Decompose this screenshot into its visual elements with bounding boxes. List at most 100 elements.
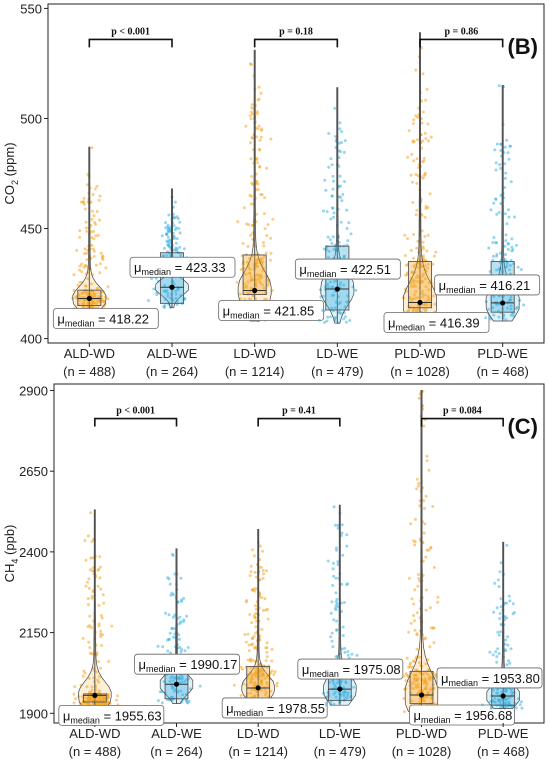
- data-point: [95, 263, 98, 267]
- data-point: [275, 681, 279, 685]
- data-point: [423, 679, 426, 683]
- data-point: [106, 285, 110, 289]
- median-annotation: μmedian = 416.21: [434, 274, 541, 296]
- data-point: [515, 243, 518, 247]
- bracket-line: [420, 417, 504, 427]
- y-tick-label: 1900: [19, 706, 48, 721]
- data-point: [84, 584, 88, 588]
- data-point: [407, 129, 411, 133]
- y-label-sub: 2: [10, 180, 20, 185]
- data-point: [494, 168, 498, 172]
- data-point: [345, 227, 349, 230]
- category-pld-wd: PLD-WD(n = 1028)μmedian = 416.39: [383, 32, 490, 379]
- data-point: [254, 604, 258, 608]
- data-point: [433, 302, 437, 306]
- data-point: [97, 695, 101, 699]
- data-point: [178, 645, 182, 649]
- data-point: [249, 157, 253, 161]
- data-point: [403, 233, 407, 237]
- data-point: [424, 671, 428, 675]
- data-point: [259, 682, 263, 686]
- x-tick-count: (n = 479): [311, 364, 363, 379]
- data-point: [410, 270, 414, 274]
- data-point: [178, 220, 182, 224]
- data-point: [424, 636, 427, 640]
- data-point: [414, 213, 418, 217]
- data-point: [412, 122, 415, 125]
- data-point: [514, 706, 518, 710]
- data-point: [507, 208, 510, 212]
- data-point: [253, 589, 257, 593]
- data-point: [404, 679, 408, 683]
- data-point: [265, 641, 269, 645]
- data-point: [504, 690, 508, 694]
- data-point: [78, 264, 82, 268]
- data-point: [91, 556, 95, 560]
- data-point: [166, 294, 170, 298]
- data-point: [164, 221, 167, 225]
- data-point: [345, 533, 349, 537]
- data-point: [262, 286, 266, 290]
- data-point: [249, 141, 252, 145]
- data-point: [249, 691, 253, 695]
- data-point: [498, 617, 502, 620]
- category-ld-wd: LD-WD(n = 1214)μmedian = 421.85: [218, 49, 325, 379]
- data-point: [341, 553, 345, 557]
- data-point: [504, 318, 508, 322]
- data-point: [251, 548, 254, 552]
- data-point: [264, 251, 268, 255]
- data-point: [93, 187, 97, 191]
- data-point: [168, 582, 172, 586]
- data-point: [80, 262, 84, 266]
- data-point: [339, 281, 343, 285]
- data-point: [424, 285, 428, 289]
- data-point: [250, 103, 254, 107]
- data-point: [95, 670, 99, 674]
- data-point: [255, 259, 258, 262]
- data-point: [244, 285, 248, 289]
- data-point: [515, 305, 519, 309]
- data-point: [239, 268, 243, 271]
- data-point: [422, 531, 426, 535]
- data-point: [90, 217, 94, 221]
- data-point: [348, 319, 352, 322]
- data-point: [243, 297, 247, 301]
- data-point: [493, 148, 497, 152]
- data-point: [413, 619, 416, 623]
- data-point: [505, 263, 509, 266]
- data-point: [329, 700, 333, 704]
- data-point: [327, 132, 331, 135]
- data-point: [414, 173, 418, 176]
- median-dot: [500, 300, 506, 306]
- data-point: [509, 689, 513, 693]
- data-point: [171, 687, 175, 690]
- data-point: [424, 608, 428, 612]
- data-point: [102, 300, 106, 304]
- median-dot: [337, 686, 343, 692]
- data-point: [94, 234, 98, 238]
- mu-symbol: μ: [441, 671, 449, 686]
- data-point: [503, 162, 507, 166]
- data-point: [239, 694, 243, 697]
- data-point: [83, 207, 87, 211]
- data-point: [95, 184, 99, 188]
- data-point: [506, 242, 510, 245]
- data-point: [261, 549, 264, 553]
- mu-symbol: μ: [388, 316, 396, 331]
- data-point: [260, 193, 264, 197]
- data-point: [491, 653, 495, 657]
- data-point: [265, 681, 269, 685]
- data-point: [184, 678, 188, 682]
- data-point: [498, 163, 502, 167]
- data-point: [241, 242, 245, 245]
- category-ald-wd: ALD-WD(n = 488)μmedian = 418.22: [52, 146, 159, 379]
- plot-frame: [53, 383, 545, 724]
- data-point: [498, 612, 502, 615]
- data-point: [414, 683, 418, 687]
- data-point: [259, 565, 263, 569]
- data-point: [328, 280, 332, 284]
- data-point: [339, 220, 343, 224]
- data-point: [343, 139, 347, 143]
- data-point: [426, 122, 430, 126]
- data-point: [414, 679, 418, 682]
